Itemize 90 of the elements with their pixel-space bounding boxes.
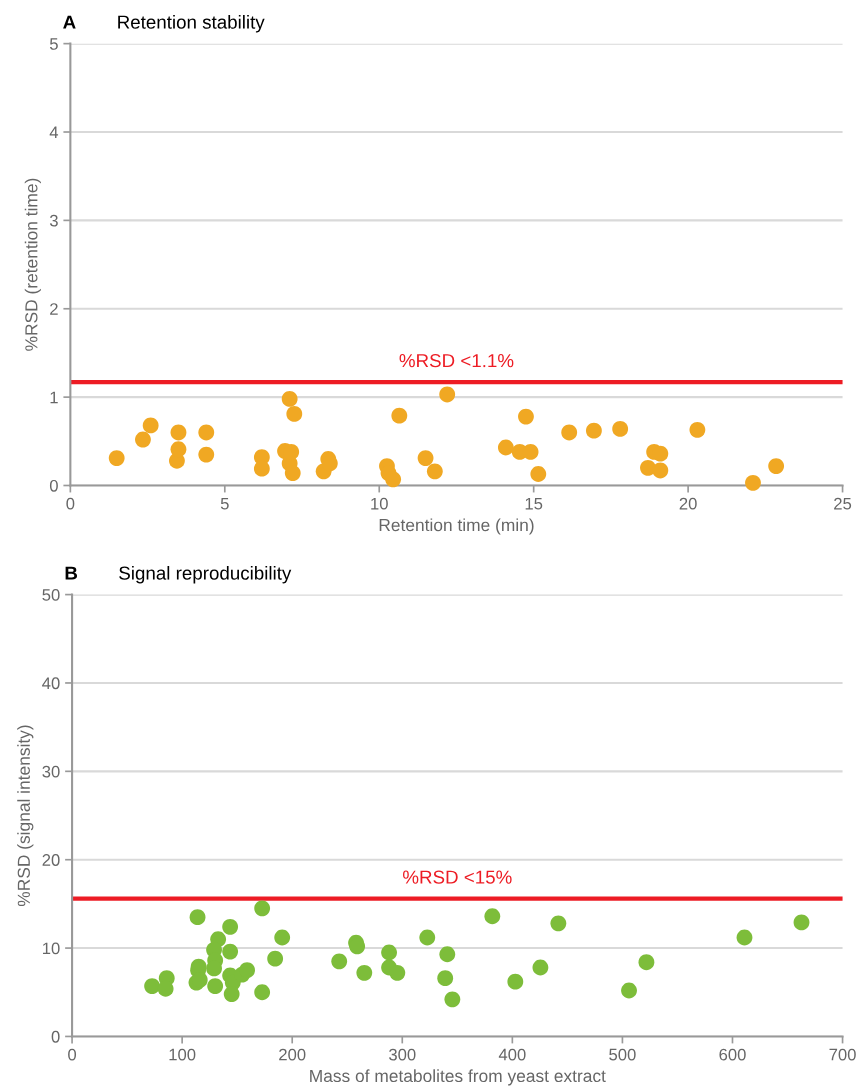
point — [267, 950, 284, 967]
chart-title: Retention stability — [118, 15, 265, 33]
point — [385, 471, 402, 488]
point — [170, 441, 187, 458]
x-tick-label: 700 — [829, 1048, 856, 1061]
point — [561, 424, 578, 441]
y-axis-title: %RSD (retention time) — [24, 178, 41, 351]
point — [254, 984, 271, 1001]
x-tick-label: 10 — [371, 497, 388, 510]
point — [356, 964, 373, 981]
point — [135, 431, 151, 448]
point — [142, 417, 159, 434]
x-tick-label: 400 — [498, 1048, 526, 1061]
point — [198, 446, 215, 463]
point — [507, 973, 524, 990]
ref-line-label: %RSD <15% — [403, 870, 512, 884]
point — [532, 959, 549, 976]
point — [391, 407, 408, 424]
point — [239, 962, 255, 979]
point — [286, 406, 303, 422]
point — [736, 929, 753, 946]
x-tick-label: 200 — [279, 1048, 306, 1061]
x-tick-label: 300 — [389, 1048, 416, 1061]
point — [530, 466, 547, 482]
point — [198, 424, 215, 441]
x-axis-title: Retention time (min) — [379, 518, 534, 535]
point — [497, 439, 514, 456]
point — [274, 929, 291, 946]
point — [189, 909, 206, 926]
y-tick-label: 0 — [51, 1030, 60, 1043]
point — [207, 978, 224, 994]
y-tick-label: 0 — [49, 479, 58, 492]
y-tick-label: 20 — [42, 854, 60, 866]
point — [426, 463, 443, 480]
point — [284, 465, 301, 482]
point — [768, 458, 785, 474]
point — [484, 908, 501, 925]
y-axis-title: %RSD (signal intensity) — [17, 725, 34, 907]
x-tick-label: 15 — [525, 497, 543, 510]
x-axis-title: Mass of metabolites from yeast extract — [310, 1069, 606, 1086]
y-tick-label: 1 — [50, 391, 58, 404]
point — [222, 918, 239, 935]
point — [253, 460, 270, 477]
point — [652, 445, 669, 462]
point — [331, 953, 348, 970]
point — [144, 978, 161, 994]
y-tick-label: 10 — [43, 942, 60, 955]
text: A — [63, 15, 76, 29]
point — [381, 944, 397, 961]
x-tick-label: 100 — [169, 1048, 196, 1061]
x-tick-label: 20 — [679, 497, 697, 510]
point — [223, 986, 240, 1002]
y-tick-label: 4 — [49, 126, 59, 139]
point — [439, 386, 456, 403]
point — [439, 946, 456, 963]
x-tick-label: 25 — [834, 497, 852, 510]
y-tick-label: 2 — [50, 303, 58, 315]
x-tick-label: 600 — [719, 1048, 746, 1061]
y-tick-label: 40 — [42, 677, 60, 690]
ref-line-label: %RSD <1.1% — [399, 354, 514, 368]
point — [254, 900, 271, 917]
x-tick-label: 0 — [68, 1048, 77, 1061]
point — [612, 421, 629, 437]
point — [745, 474, 761, 491]
chart-title: Signal reproducibility — [119, 565, 292, 584]
point — [444, 991, 461, 1008]
point — [419, 929, 436, 946]
point — [281, 390, 298, 407]
point — [437, 970, 454, 987]
y-tick-label: 5 — [49, 38, 58, 50]
point — [222, 943, 239, 960]
y-tick-label: 30 — [42, 765, 60, 778]
point — [585, 422, 602, 439]
point — [689, 421, 706, 438]
x-tick-label: 0 — [66, 497, 75, 510]
x-tick-label: 500 — [609, 1048, 636, 1061]
point — [638, 954, 655, 971]
point — [793, 914, 810, 931]
point — [652, 462, 669, 479]
x-tick-label: 5 — [220, 497, 229, 510]
point — [108, 450, 125, 467]
text: B — [65, 566, 78, 580]
point — [417, 450, 434, 467]
point — [518, 408, 534, 425]
point — [170, 424, 187, 441]
y-tick-label: 50 — [42, 589, 60, 601]
y-tick-label: 3 — [49, 214, 58, 227]
point — [550, 915, 567, 932]
point — [621, 982, 637, 999]
point — [389, 964, 406, 981]
